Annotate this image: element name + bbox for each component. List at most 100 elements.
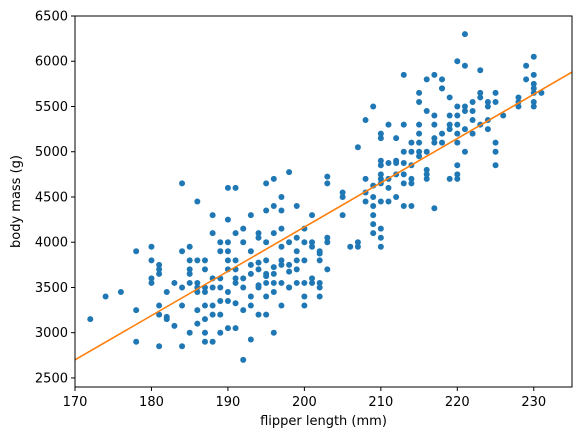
data-point (439, 139, 446, 146)
data-point (209, 284, 216, 291)
data-point (286, 268, 293, 275)
data-point (309, 243, 316, 250)
data-point (293, 248, 300, 255)
x-tick-label: 220 (445, 395, 470, 410)
data-point (431, 135, 438, 142)
data-point (286, 239, 293, 246)
data-point (354, 243, 361, 250)
data-point (431, 121, 438, 128)
data-point (270, 230, 277, 237)
data-point (523, 62, 530, 69)
data-point (492, 89, 499, 96)
data-point (224, 184, 231, 191)
x-axis-label: flipper length (mm) (260, 414, 387, 429)
data-point (156, 270, 163, 277)
y-tick-label: 6500 (35, 10, 68, 25)
data-point (240, 356, 247, 363)
data-point (385, 160, 392, 167)
x-tick-label: 190 (216, 395, 241, 410)
data-point (423, 171, 430, 178)
data-point (270, 288, 277, 295)
data-point (461, 31, 468, 38)
data-point (377, 175, 384, 182)
data-point (179, 284, 186, 291)
data-point (454, 162, 461, 169)
data-point (362, 175, 369, 182)
y-tick-label: 2500 (35, 371, 68, 386)
data-point (217, 248, 224, 255)
data-point (156, 311, 163, 318)
data-point (454, 103, 461, 110)
data-point (255, 311, 262, 318)
data-point (186, 329, 193, 336)
data-point (240, 225, 247, 232)
data-point (247, 248, 254, 255)
data-point (461, 148, 468, 155)
data-point (439, 130, 446, 137)
data-point (263, 257, 270, 264)
data-point (484, 98, 491, 105)
data-point (469, 130, 476, 137)
data-point (217, 284, 224, 291)
data-point (461, 108, 468, 115)
y-axis-label: body mass (g) (9, 155, 24, 248)
data-point (209, 338, 216, 345)
data-point (293, 279, 300, 286)
data-point (293, 203, 300, 210)
x-tick-label: 230 (521, 395, 546, 410)
y-tick-label: 5000 (35, 145, 68, 160)
data-point (477, 67, 484, 74)
data-point (148, 257, 155, 264)
data-point (232, 275, 239, 282)
data-point (324, 239, 331, 246)
data-point (255, 230, 262, 237)
data-point (278, 193, 285, 200)
data-point (301, 293, 308, 300)
data-point (278, 279, 285, 286)
data-point (163, 316, 170, 323)
data-point (477, 94, 484, 101)
data-point (408, 180, 415, 187)
data-point (270, 270, 277, 277)
data-point (194, 198, 201, 205)
data-point (247, 270, 254, 277)
data-point (469, 117, 476, 124)
data-point (217, 329, 224, 336)
data-point (270, 203, 277, 210)
data-point (408, 203, 415, 210)
data-point (263, 311, 270, 318)
data-point (224, 248, 231, 255)
data-point (247, 212, 254, 219)
data-point (186, 243, 193, 250)
data-point (247, 336, 254, 343)
data-point (530, 103, 537, 110)
data-point (148, 279, 155, 286)
data-point (263, 293, 270, 300)
data-point (117, 288, 124, 295)
data-point (530, 80, 537, 87)
data-point (156, 261, 163, 268)
data-point (217, 239, 224, 246)
data-point (370, 203, 377, 210)
data-point (156, 266, 163, 273)
data-point (416, 121, 423, 128)
data-point (232, 257, 239, 264)
data-point (309, 279, 316, 286)
data-point (377, 157, 384, 164)
data-point (286, 169, 293, 176)
data-point (278, 261, 285, 268)
data-point (454, 112, 461, 119)
data-point (385, 184, 392, 191)
data-point (431, 139, 438, 146)
data-point (224, 239, 231, 246)
data-point (362, 198, 369, 205)
data-point (446, 112, 453, 119)
data-point (278, 302, 285, 309)
data-point (393, 193, 400, 200)
y-tick-label: 4000 (35, 236, 68, 251)
data-point (377, 198, 384, 205)
data-point (232, 230, 239, 237)
data-point (201, 302, 208, 309)
data-point (416, 98, 423, 105)
data-point (393, 160, 400, 167)
